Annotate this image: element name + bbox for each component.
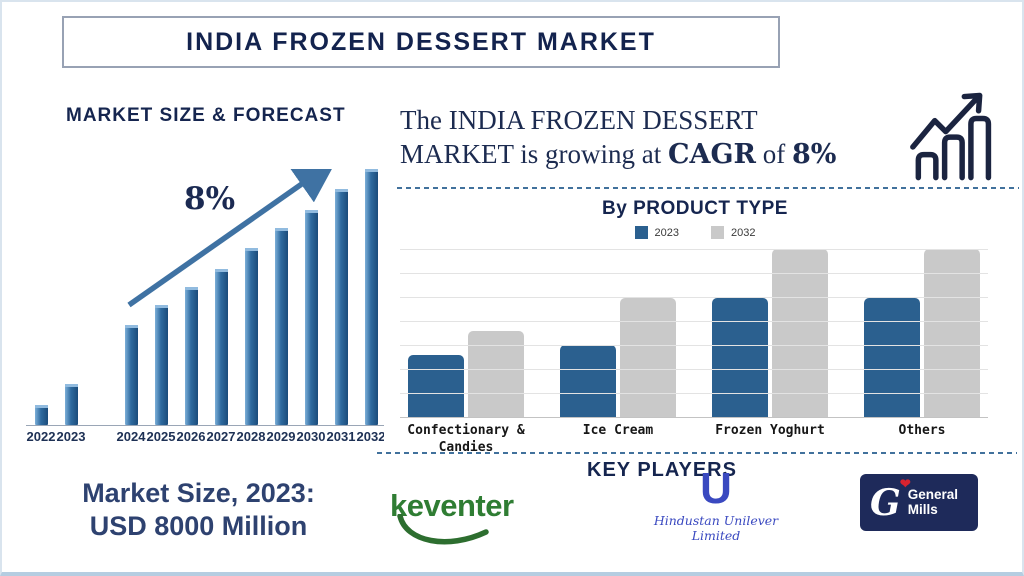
unilever-u-icon: U (700, 464, 732, 513)
product-bar-2032 (924, 249, 980, 417)
key-players-heading: KEY PLAYERS (587, 459, 737, 481)
market-size-line1: Market Size, 2023: (82, 478, 315, 508)
forecast-bar-2032 (364, 169, 378, 425)
product-bar-2023 (408, 354, 464, 417)
cagr-note-line1: The INDIA FROZEN DESSERT (400, 105, 758, 135)
legend-swatch-2032 (711, 226, 724, 239)
forecast-gap (86, 169, 116, 425)
dashed-divider-bottom (377, 452, 1017, 454)
forecast-bar-2027 (214, 268, 228, 425)
product-category-label: Frozen Yoghurt (715, 423, 825, 438)
forecast-year-label: 2028 (236, 429, 266, 444)
product-type-chart: Confectionary & Candies Ice Cream Frozen Y… (400, 249, 988, 457)
growth-bars-arrow-icon (910, 92, 992, 181)
product-group: Ice Cream (552, 249, 684, 457)
heart-icon: ❤ (899, 476, 911, 492)
forecast-bar-slot (146, 169, 176, 425)
forecast-bar-slot (266, 169, 296, 425)
cagr-bold: CAGR (668, 139, 756, 170)
gridline (400, 393, 988, 394)
keventer-smile-icon (397, 514, 489, 545)
gridline (400, 345, 988, 346)
legend-label-2032: 2032 (731, 226, 756, 239)
forecast-bar-slot (116, 169, 146, 425)
cagr-rate-bold: 8% (791, 139, 837, 170)
product-bar-2023 (560, 344, 616, 417)
general-mills-g-icon: G ❤ (870, 476, 911, 524)
forecast-year-label: 2026 (176, 429, 206, 444)
hindustan-unilever-logo-text: Hindustan Unilever Limited (653, 513, 779, 544)
forecast-year-label: 2025 (146, 429, 176, 444)
product-bar-2032 (772, 249, 828, 417)
general-mills-logo-text: General Mills (907, 486, 959, 517)
legend-item-2023: 2023 (634, 226, 679, 239)
cagr-note: The INDIA FROZEN DESSERT MARKET is growi… (400, 103, 905, 172)
forecast-bar-2030 (304, 209, 318, 425)
forecast-bar-slot (26, 169, 56, 425)
forecast-year-axis: 2022 2023 2024 2025 2026 2027 2028 2029 2030 2031… (26, 429, 384, 447)
legend-label-2023: 2023 (654, 226, 679, 239)
forecast-year-label: 2029 (266, 429, 296, 444)
keventer-logo: keventer (390, 488, 550, 550)
product-group: Frozen Yoghurt (704, 249, 836, 457)
forecast-year-label: 2032 (356, 429, 384, 444)
forecast-bar-2026 (184, 286, 198, 425)
chart-legend: 2023 2032 (400, 226, 990, 239)
legend-item-2032: 2032 (711, 226, 755, 239)
product-type-heading: By PRODUCT TYPE (602, 198, 788, 219)
forecast-bar-2031 (334, 189, 348, 425)
cagr-note-line2: MARKET is growing at CAGR of 8% (400, 139, 837, 170)
market-size-line2: USD 8000 Million (89, 511, 308, 542)
forecast-bar-slot (56, 169, 86, 425)
forecast-bar-slot (356, 169, 384, 425)
forecast-bar-2023 (64, 384, 78, 425)
gridline (400, 249, 988, 250)
market-size-forecast-chart: 8% 2022 2023 2024 2025 2026 2027 2028 2029 2030 2… (26, 169, 384, 447)
forecast-bar-2028 (244, 248, 258, 425)
forecast-bar-slot (296, 169, 326, 425)
general-mills-logo: G ❤ General Mills (860, 474, 978, 531)
gridline (400, 321, 988, 322)
product-group-bars (552, 249, 684, 417)
forecast-heading: MARKET SIZE & FORECAST (66, 105, 346, 126)
product-chart-gridlines (400, 249, 988, 418)
gridline (400, 273, 988, 274)
forecast-gap-label (86, 429, 116, 447)
product-bar-2023 (864, 297, 920, 417)
forecast-year-label: 2027 (206, 429, 236, 444)
product-group-bars (856, 249, 988, 417)
forecast-bar-2022 (34, 404, 48, 425)
growth-rate-label: 8% (184, 181, 236, 217)
forecast-year-label: 2030 (296, 429, 326, 444)
forecast-bar-slot (236, 169, 266, 425)
product-group: Others (856, 249, 988, 457)
market-size-callout: Market Size, 2023: USD 8000 Million (26, 477, 371, 544)
legend-swatch-2023 (634, 226, 648, 239)
page-title-box: INDIA FROZEN DESSERT MARKET (62, 16, 780, 68)
product-group-bars (704, 249, 836, 417)
product-category-label: Ice Cream (582, 423, 654, 438)
keventer-logo-text: keventer (390, 488, 514, 523)
forecast-bar-2025 (154, 304, 168, 425)
product-bar-2023 (712, 297, 768, 417)
forecast-plot: 8% (26, 169, 384, 426)
product-category-label: Others (898, 423, 946, 438)
forecast-bar-slot (326, 169, 356, 425)
hindustan-unilever-logo: U Hindustan Unilever Limited (650, 464, 782, 544)
product-bar-2032 (620, 297, 676, 417)
gridline (400, 297, 988, 298)
gridline (400, 369, 988, 370)
forecast-bar-2024 (124, 325, 138, 425)
forecast-year-label: 2024 (116, 429, 146, 444)
forecast-year-label: 2031 (326, 429, 356, 444)
forecast-year-label: 2022 (26, 429, 56, 444)
page-title: INDIA FROZEN DESSERT MARKET (186, 27, 656, 56)
product-category-label: Confectionary & Candies (407, 423, 525, 455)
forecast-year-label: 2023 (56, 429, 86, 444)
dashed-divider-top (397, 187, 1019, 189)
forecast-bar-2029 (274, 227, 288, 425)
